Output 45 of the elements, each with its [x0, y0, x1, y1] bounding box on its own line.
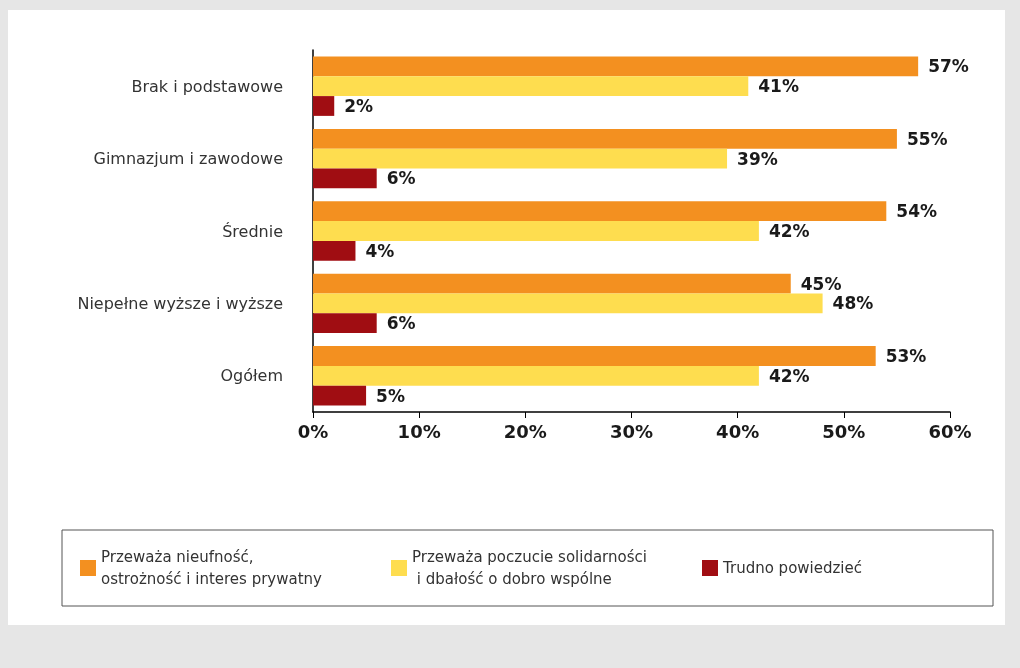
bar — [313, 56, 919, 77]
x-tick-label: 0% — [297, 420, 329, 442]
data-label: 5% — [376, 385, 405, 406]
bar — [313, 313, 377, 334]
data-label: 42% — [768, 365, 810, 386]
bar — [313, 385, 367, 406]
bar — [313, 148, 728, 169]
legend-label: Trudno powiedzieć — [722, 559, 863, 577]
y-tick-label: Średnie — [222, 221, 283, 241]
bar — [313, 96, 335, 116]
bar — [313, 221, 759, 241]
data-label: 54% — [896, 201, 937, 222]
x-tick-label: 40% — [716, 420, 760, 442]
data-label: 41% — [758, 76, 799, 97]
x-tick-label: 50% — [822, 420, 866, 442]
bar — [313, 168, 377, 189]
data-label: 39% — [737, 148, 778, 169]
bar — [313, 365, 759, 386]
x-tick-label: 10% — [397, 420, 441, 442]
data-label: 48% — [832, 293, 874, 314]
data-label: 57% — [928, 56, 969, 77]
data-label: 4% — [365, 240, 395, 261]
x-tick-label: 30% — [609, 420, 654, 442]
bar — [313, 128, 897, 149]
data-label: 45% — [800, 273, 842, 294]
bar — [313, 293, 823, 314]
data-label: 2% — [344, 95, 374, 116]
bar — [313, 240, 356, 261]
data-label: 55% — [906, 128, 948, 149]
bar — [313, 346, 876, 366]
x-tick-label: 20% — [503, 420, 547, 442]
data-label: 53% — [885, 346, 927, 367]
bar — [313, 273, 791, 294]
data-label: 42% — [768, 221, 810, 241]
legend-label: Przeważa nieufność, ostrożność i interes prywatny — [101, 548, 323, 588]
data-label: 6% — [386, 168, 416, 189]
y-tick-label: Ogółem — [220, 366, 283, 386]
x-tick-label: 60% — [928, 420, 972, 442]
data-label: 6% — [386, 313, 416, 334]
y-tick-label: Brak i podstawowe — [131, 76, 283, 96]
bar — [313, 76, 749, 97]
y-tick-label: Gimnazjum i zawodowe — [93, 149, 283, 169]
legend-label: Przeważa poczucie solidarności i dbałość o dobro wspólne — [412, 548, 647, 588]
y-tick-label: Niepełne wyższe i wyższe — [77, 293, 283, 313]
bar — [313, 201, 887, 222]
